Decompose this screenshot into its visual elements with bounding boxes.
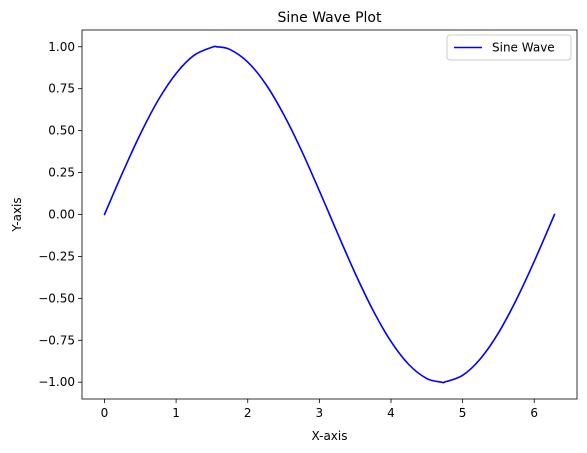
y-axis-ticks: −1.00 −0.75 −0.50 −0.25 0.00 0.25 0.50 0.75 1.00 — [38, 40, 82, 389]
series-line-sine-wave — [103, 45, 556, 384]
y-tick-label: 0.75 — [48, 82, 75, 96]
chart-title: Sine Wave Plot — [278, 10, 382, 26]
y-tick-label: −0.50 — [38, 291, 75, 305]
x-tick-label: 3 — [316, 406, 324, 420]
legend: Sine Wave — [446, 34, 572, 61]
y-tick-label: 0.00 — [48, 208, 75, 222]
x-axis-label: X-axis — [312, 429, 348, 443]
legend-label-sine-wave: Sine Wave — [492, 41, 555, 55]
x-axis-ticks: 0 1 2 3 4 5 6 — [101, 399, 538, 420]
legend-box — [446, 34, 572, 61]
y-tick-label: 1.00 — [48, 40, 75, 54]
series-layer — [103, 45, 556, 384]
x-tick-label: 1 — [172, 406, 180, 420]
y-tick-label: −0.75 — [38, 333, 75, 347]
x-tick-label: 5 — [459, 406, 467, 420]
y-tick-label: −0.25 — [38, 249, 75, 263]
x-tick-label: 0 — [101, 406, 109, 420]
y-tick-label: 0.50 — [48, 124, 75, 138]
y-axis-label: Y-axis — [10, 197, 24, 232]
x-tick-label: 2 — [244, 406, 252, 420]
x-tick-label: 6 — [530, 406, 538, 420]
y-tick-label: −1.00 — [38, 375, 75, 389]
y-tick-label: 0.25 — [48, 166, 75, 180]
x-tick-label: 4 — [387, 406, 395, 420]
plot-frame — [81, 29, 578, 400]
